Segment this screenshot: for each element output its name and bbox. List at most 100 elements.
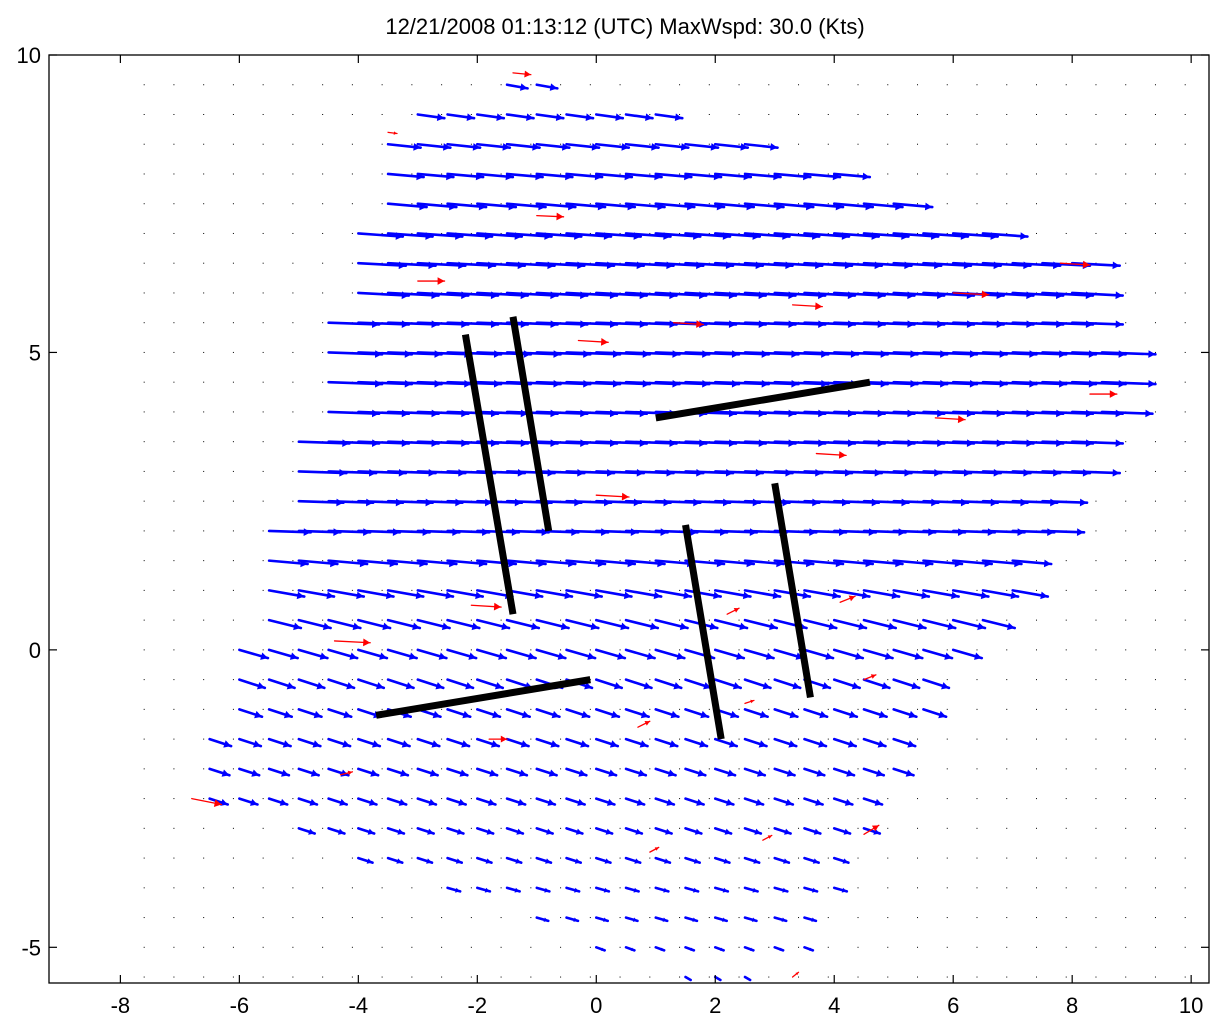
grid-dot <box>173 411 175 413</box>
grid-dot <box>798 560 800 562</box>
wind-vector <box>892 737 917 748</box>
grid-dot <box>441 798 443 800</box>
wind-vector <box>832 618 868 631</box>
grid-dot <box>1154 768 1156 770</box>
grid-dot <box>1184 173 1186 175</box>
grid-dot <box>738 976 740 978</box>
grid-dot <box>589 619 591 621</box>
wind-vector <box>238 767 261 777</box>
grid-dot <box>1184 292 1186 294</box>
grid-dot <box>203 232 205 234</box>
grid-dot <box>1154 203 1156 205</box>
grid-dot <box>173 917 175 919</box>
grid-dot <box>232 857 234 859</box>
grid-dot <box>738 113 740 115</box>
grid-dot <box>441 589 443 591</box>
grid-dot <box>679 917 681 919</box>
grid-dot <box>173 708 175 710</box>
grid-dot <box>857 619 859 621</box>
wind-vector <box>624 113 654 122</box>
grid-dot <box>1125 113 1127 115</box>
grid-dot <box>1035 113 1037 115</box>
grid-dot <box>322 203 324 205</box>
grid-dot <box>441 203 443 205</box>
grid-dot <box>262 946 264 948</box>
wind-vector <box>1100 379 1157 388</box>
grid-dot <box>1095 946 1097 948</box>
grid-dot <box>708 708 710 710</box>
wind-vector <box>357 737 382 748</box>
wind-vector <box>803 737 828 748</box>
wind-vector <box>862 589 901 600</box>
outlier-vector <box>839 595 856 603</box>
grid-dot <box>262 798 264 800</box>
grid-dot <box>203 530 205 532</box>
grid-dot <box>917 143 919 145</box>
x-tick-label: -4 <box>349 993 369 1018</box>
grid-dot <box>1095 500 1097 502</box>
grid-dot <box>798 976 800 978</box>
grid-dot <box>322 857 324 859</box>
grid-dot <box>1184 798 1186 800</box>
segment-line <box>771 482 814 699</box>
wind-vector <box>684 678 713 690</box>
grid-dot <box>232 292 234 294</box>
wind-vector <box>505 589 544 600</box>
grid-dot <box>322 381 324 383</box>
grid-dot <box>857 55 859 56</box>
grid-dot <box>351 708 353 710</box>
wind-vector <box>505 797 527 806</box>
grid-dot <box>768 679 770 681</box>
grid-dot <box>946 560 948 562</box>
grid-dot <box>1184 708 1186 710</box>
grid-dot <box>798 946 800 948</box>
grid-dot <box>1035 143 1037 145</box>
wind-vector <box>684 589 722 600</box>
wind-vector <box>1041 498 1089 507</box>
grid-dot <box>1006 857 1008 859</box>
grid-dot <box>560 798 562 800</box>
grid-dot <box>649 827 651 829</box>
grid-dot <box>1125 203 1127 205</box>
grid-dot <box>708 143 710 145</box>
wind-vector <box>535 142 571 151</box>
grid-dot <box>738 679 740 681</box>
wind-vector <box>624 856 642 864</box>
segment-line <box>375 676 591 719</box>
grid-dot <box>827 113 829 115</box>
grid-dot <box>917 768 919 770</box>
grid-dot <box>768 708 770 710</box>
grid-dot <box>976 203 978 205</box>
grid-dot <box>292 649 294 651</box>
grid-dot <box>1095 619 1097 621</box>
grid-dot <box>887 798 889 800</box>
wind-vector <box>565 916 580 923</box>
grid-dot <box>708 827 710 829</box>
grid-dot <box>262 679 264 681</box>
outlier-vector <box>577 338 609 346</box>
grid-dot <box>262 560 264 562</box>
wind-vector <box>535 113 565 122</box>
wind-vector <box>565 589 603 600</box>
grid-dot <box>560 84 562 86</box>
grid-dot <box>1065 55 1067 56</box>
wind-vector <box>535 797 557 806</box>
grid-dot <box>322 262 324 264</box>
wind-vector <box>535 589 574 600</box>
grid-dot <box>173 827 175 829</box>
grid-dot <box>500 84 502 86</box>
grid-dot <box>381 55 383 56</box>
outlier-vector <box>791 971 800 978</box>
grid-dot <box>649 708 651 710</box>
grid-dot <box>798 203 800 205</box>
grid-dot <box>857 857 859 859</box>
grid-dot <box>976 232 978 234</box>
grid-dot <box>917 917 919 919</box>
grid-dot <box>173 589 175 591</box>
wind-vector <box>357 797 378 806</box>
grid-dot <box>679 143 681 145</box>
grid-dot <box>1006 84 1008 86</box>
grid-dot <box>560 232 562 234</box>
grid-dot <box>768 738 770 740</box>
grid-dot <box>411 649 413 651</box>
